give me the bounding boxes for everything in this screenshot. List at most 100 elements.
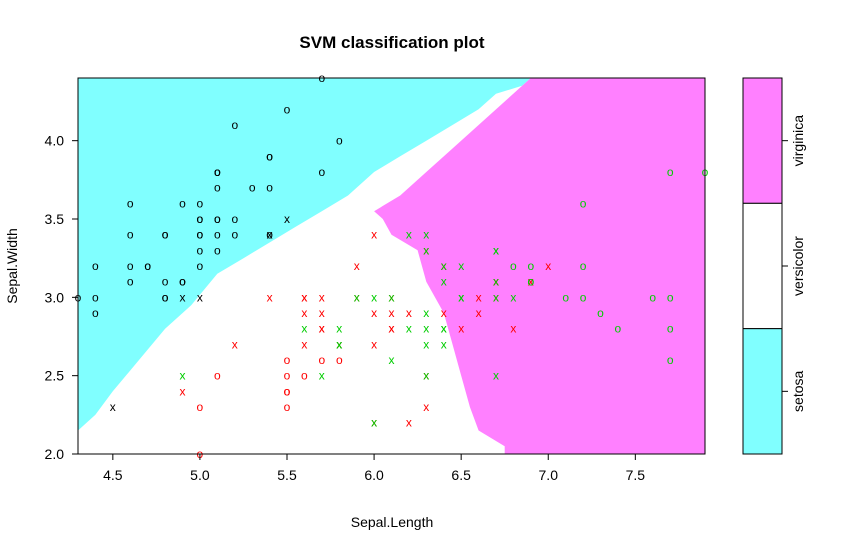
legend-swatch-virginica: [742, 77, 783, 204]
data-point-virginica: x: [354, 290, 360, 304]
data-point-virginica: x: [458, 259, 464, 273]
data-point-virginica: x: [423, 369, 429, 383]
data-point-setosa: o: [214, 243, 221, 257]
data-point-virginica: o: [667, 322, 674, 336]
legend-label-virginica: virginica: [790, 115, 806, 167]
data-point-versicolor: x: [301, 290, 307, 304]
data-point-virginica: x: [441, 275, 447, 289]
data-point-setosa: o: [92, 290, 99, 304]
data-point-virginica: o: [580, 259, 587, 273]
data-point-versicolor: x: [180, 384, 186, 398]
data-point-setosa: o: [162, 228, 169, 242]
data-point-virginica: o: [562, 290, 569, 304]
data-point-versicolor: o: [284, 353, 291, 367]
data-point-versicolor: x: [458, 322, 464, 336]
data-point-versicolor: x: [423, 369, 429, 383]
data-point-versicolor: x: [354, 259, 360, 273]
data-point-versicolor: o: [284, 384, 291, 398]
data-point-versicolor: x: [545, 259, 551, 273]
data-point-virginica: o: [649, 290, 656, 304]
data-point-versicolor: x: [493, 275, 499, 289]
data-point-setosa: o: [266, 181, 273, 195]
data-point-setosa: o: [162, 290, 169, 304]
data-point-versicolor: x: [423, 400, 429, 414]
data-point-versicolor: x: [389, 306, 395, 320]
data-point-setosa: o: [162, 228, 169, 242]
data-point-virginica: x: [493, 290, 499, 304]
data-point-versicolor: x: [371, 416, 377, 430]
data-point-versicolor: x: [406, 306, 412, 320]
data-point-setosa: o: [266, 149, 273, 163]
data-point-versicolor: x: [441, 306, 447, 320]
data-point-setosa: o: [318, 165, 325, 179]
data-point-virginica: x: [406, 322, 412, 336]
data-point-virginica: o: [580, 290, 587, 304]
data-point-setosa: o: [197, 196, 204, 210]
data-point-versicolor: o: [301, 369, 308, 383]
data-point-versicolor: x: [371, 337, 377, 351]
data-point-versicolor: o: [284, 384, 291, 398]
data-point-virginica: o: [667, 290, 674, 304]
data-point-setosa: o: [284, 102, 291, 116]
data-point-setosa: x: [267, 228, 273, 242]
data-point-virginica: x: [180, 369, 186, 383]
data-point-versicolor: x: [319, 322, 325, 336]
data-point-versicolor: x: [423, 243, 429, 257]
data-point-virginica: x: [423, 337, 429, 351]
data-point-setosa: o: [197, 259, 204, 273]
data-point-setosa: o: [197, 212, 204, 226]
data-point-virginica: x: [493, 243, 499, 257]
data-point-versicolor: o: [336, 353, 343, 367]
data-point-versicolor: o: [197, 400, 204, 414]
data-point-versicolor: x: [493, 290, 499, 304]
x-tick-label: 6.5: [451, 467, 471, 483]
region-setosa: [78, 78, 531, 431]
region-virginica: [374, 78, 705, 454]
data-point-virginica: x: [423, 322, 429, 336]
data-point-versicolor: x: [319, 290, 325, 304]
legend-label-setosa: setosa: [790, 370, 806, 411]
data-point-virginica: x: [371, 416, 377, 430]
data-point-virginica: x: [423, 306, 429, 320]
data-point-versicolor: x: [336, 337, 342, 351]
data-point-setosa: o: [162, 290, 169, 304]
data-point-virginica: x: [423, 228, 429, 242]
data-point-setosa: o: [197, 228, 204, 242]
y-tick-label: 2.0: [45, 446, 65, 462]
y-tick-label: 3.0: [45, 289, 65, 305]
data-point-versicolor: x: [389, 322, 395, 336]
data-point-versicolor: x: [476, 290, 482, 304]
data-point-virginica: x: [423, 243, 429, 257]
x-tick-label: 5.0: [190, 467, 210, 483]
data-point-setosa: o: [127, 275, 134, 289]
data-point-setosa: o: [144, 259, 151, 273]
data-point-virginica: x: [458, 290, 464, 304]
x-tick-label: 4.5: [103, 467, 123, 483]
data-point-setosa: o: [179, 275, 186, 289]
data-point-setosa: o: [179, 196, 186, 210]
data-point-versicolor: x: [406, 416, 412, 430]
data-point-setosa: o: [249, 181, 256, 195]
data-point-virginica: o: [527, 275, 534, 289]
legend-swatch-setosa: [742, 328, 783, 455]
data-point-setosa: x: [284, 212, 290, 226]
data-point-setosa: o: [336, 134, 343, 148]
data-point-versicolor: o: [284, 400, 291, 414]
y-axis-label: Sepal.Width: [4, 228, 20, 303]
data-point-setosa: o: [266, 228, 273, 242]
class-legend: virginica versicolor setosa: [742, 77, 806, 455]
data-point-setosa: o: [197, 212, 204, 226]
data-point-virginica: o: [527, 259, 534, 273]
y-tick-label: 2.5: [45, 368, 65, 384]
data-point-setosa: o: [214, 181, 221, 195]
data-point-setosa: o: [231, 212, 238, 226]
data-point-virginica: x: [389, 290, 395, 304]
data-point-virginica: o: [667, 353, 674, 367]
data-point-versicolor: x: [493, 275, 499, 289]
y-tick-label: 4.0: [45, 133, 65, 149]
data-point-virginica: x: [441, 259, 447, 273]
data-point-setosa: o: [179, 275, 186, 289]
data-point-virginica: x: [510, 290, 516, 304]
data-point-virginica: x: [441, 322, 447, 336]
data-point-setosa: o: [197, 243, 204, 257]
